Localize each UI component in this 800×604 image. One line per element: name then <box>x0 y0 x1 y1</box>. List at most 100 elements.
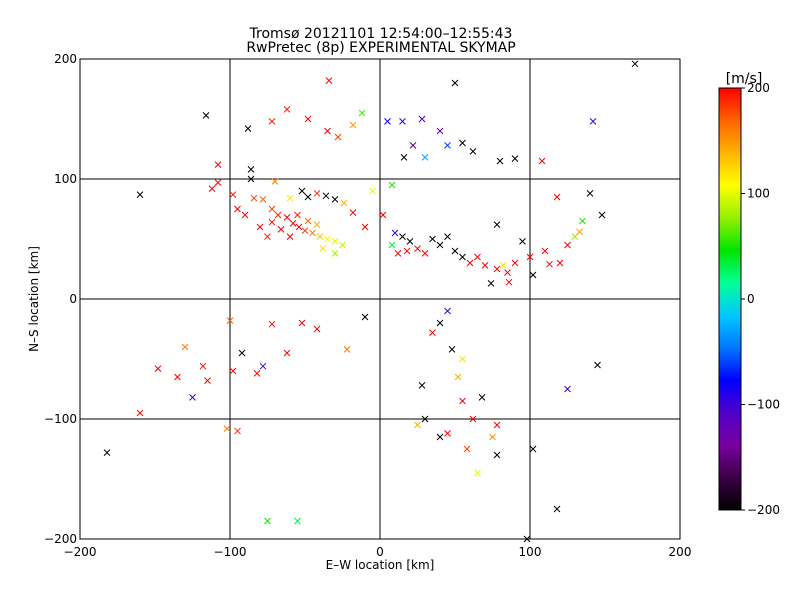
data-point <box>589 118 597 125</box>
data-point <box>546 260 553 268</box>
data-point <box>214 179 222 186</box>
data-point <box>466 259 474 267</box>
data-point <box>529 445 537 453</box>
data-point <box>289 220 297 227</box>
data-point <box>229 367 237 375</box>
data-point <box>394 250 402 257</box>
data-point <box>553 505 561 513</box>
data-point <box>505 278 513 286</box>
data-point <box>459 397 466 405</box>
data-point <box>564 241 571 249</box>
data-point <box>304 193 312 201</box>
data-point <box>319 245 327 252</box>
y-tick-label: −200 <box>44 532 77 546</box>
y-tick-label: 0 <box>69 292 77 306</box>
data-point <box>469 415 477 423</box>
chart-title: Tromsø 20121101 12:54:00–12:55:43 <box>249 26 513 42</box>
data-point <box>448 346 456 353</box>
data-point <box>313 221 321 228</box>
data-point <box>369 187 376 195</box>
data-point <box>463 445 471 453</box>
data-point <box>234 205 241 213</box>
data-point <box>421 250 429 257</box>
data-point <box>199 362 207 370</box>
data-point <box>576 228 583 236</box>
data-point <box>358 109 366 117</box>
data-point <box>223 425 231 432</box>
data-point <box>414 421 421 429</box>
chart-subtitle: RwPretec (8p) EXPERIMENTAL SKYMAP <box>246 40 515 56</box>
data-point <box>391 229 399 237</box>
data-point <box>400 154 408 161</box>
data-points <box>103 60 639 543</box>
data-point <box>403 247 411 255</box>
data-point <box>598 211 606 219</box>
data-point <box>474 253 481 261</box>
colorbar-label: [m/s] <box>726 71 763 87</box>
data-point <box>429 329 436 336</box>
data-point <box>136 191 144 198</box>
data-point <box>478 394 486 401</box>
data-point <box>274 211 282 219</box>
colorbar-tick-label: 0 <box>747 292 755 306</box>
data-point <box>409 142 417 149</box>
data-point <box>429 235 436 243</box>
data-point <box>283 214 291 221</box>
data-point <box>259 362 267 370</box>
data-point <box>451 247 459 255</box>
data-point <box>406 238 414 245</box>
data-point <box>349 209 357 216</box>
data-point <box>399 233 406 240</box>
data-point <box>481 262 489 269</box>
data-point <box>339 241 346 249</box>
data-point <box>271 178 279 185</box>
data-point <box>283 349 291 357</box>
data-point <box>324 235 331 243</box>
y-axis-ticks: −200 −100 0 100 200 <box>44 52 680 546</box>
data-point <box>499 262 507 269</box>
data-point <box>268 320 276 328</box>
colorbar-tick-label: −100 <box>747 398 780 412</box>
data-point <box>538 157 546 165</box>
data-point <box>268 218 276 226</box>
data-point <box>229 191 237 198</box>
data-point <box>189 394 196 401</box>
data-point <box>454 373 462 381</box>
x-axis-label: E–W location [km] <box>326 558 435 572</box>
data-point <box>444 142 451 149</box>
data-point <box>298 319 306 327</box>
data-point <box>343 346 351 353</box>
data-point <box>379 211 387 219</box>
data-point <box>493 421 501 429</box>
data-point <box>414 245 421 252</box>
data-point <box>553 193 561 201</box>
colorbar-tick-label: 200 <box>747 81 770 95</box>
data-point <box>256 223 264 231</box>
data-point <box>103 449 111 456</box>
data-point <box>451 79 459 87</box>
y-tick-label: −100 <box>44 412 77 426</box>
x-tick-label: 100 <box>519 545 542 559</box>
data-point <box>418 115 426 123</box>
colorbar-tick-label: 100 <box>747 187 770 201</box>
data-point <box>511 155 519 162</box>
data-point <box>309 229 316 237</box>
data-point <box>444 430 451 437</box>
data-point <box>459 139 466 147</box>
data-point <box>286 233 294 240</box>
colorbar: 200 100 0 −100 −200 <box>718 81 780 517</box>
data-point <box>214 161 222 168</box>
data-point <box>496 157 504 165</box>
data-point <box>331 196 339 203</box>
data-point <box>304 217 312 225</box>
data-point <box>511 259 519 267</box>
data-point <box>268 118 276 125</box>
colorbar-tick-label: −200 <box>747 503 780 517</box>
data-point <box>526 253 534 261</box>
data-point <box>418 382 426 389</box>
data-point <box>586 190 594 197</box>
x-tick-label: −200 <box>64 545 97 559</box>
data-point <box>519 238 526 245</box>
